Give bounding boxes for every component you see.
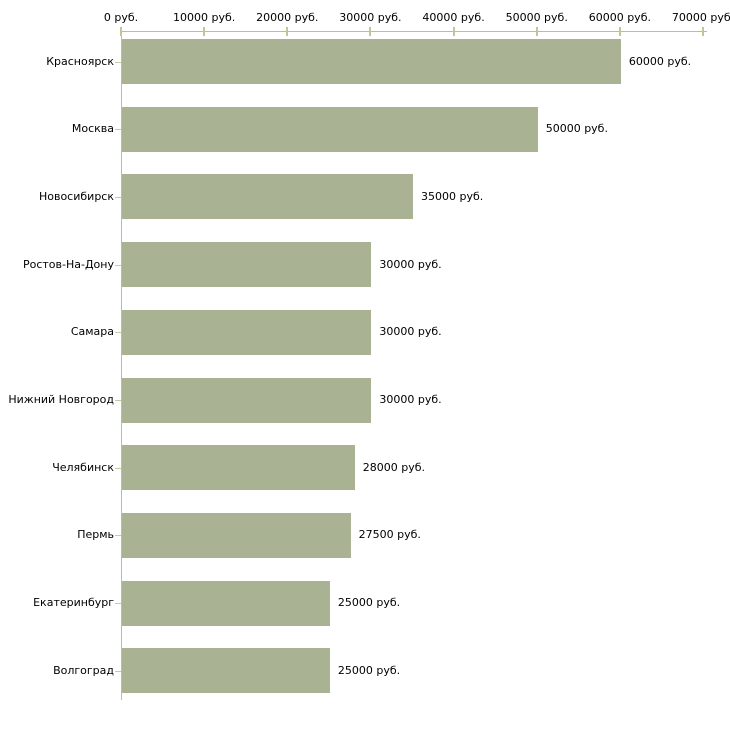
value-label: 30000 руб. [379,393,442,406]
value-label: 50000 руб. [545,122,608,136]
x-axis-tick-label: 20000 руб. [256,11,319,24]
y-axis-line [121,31,122,700]
bar [122,580,330,626]
x-axis-tick-label: 10000 руб. [173,11,236,24]
y-axis-tick-mark [115,670,121,672]
y-axis-tick-mark [115,129,121,131]
y-axis-tick-mark [115,400,121,401]
value-label: 35000 руб. [421,189,484,203]
y-axis-tick-mark [115,467,121,469]
value-label: 27500 руб. [358,528,421,542]
x-axis-tick-label: 0 руб. [103,11,139,24]
category-label: Челябинск [52,460,114,474]
bar [122,445,355,491]
x-axis-line [121,31,707,32]
bar [122,106,538,152]
x-axis-tick-mark [369,27,372,36]
x-axis-tick-label: 40000 руб. [422,11,485,24]
x-axis-tick-label: 50000 руб. [505,11,568,24]
category-label: Новосибирск [38,189,114,203]
bar [122,39,621,84]
category-label: Ростов-На-Дону [22,257,114,271]
value-label: 28000 руб. [362,460,426,474]
y-axis-tick-mark [115,603,121,605]
y-axis-tick-mark [115,196,121,198]
bar [122,377,372,423]
bar [122,242,372,288]
category-label: Самара [70,325,114,339]
y-axis-tick-mark [115,332,121,334]
x-axis-tick-label: 60000 руб. [588,11,651,24]
x-axis-tick-mark [535,27,538,36]
bar [122,648,330,694]
x-axis-tick-mark [286,27,289,36]
value-label: 60000 руб. [628,54,692,68]
x-axis-tick-label: 70000 руб. [671,11,730,24]
category-label: Москва [71,122,114,136]
x-axis-tick-mark [618,27,621,36]
bar [122,309,372,355]
x-axis-tick-mark [120,27,122,36]
x-axis-tick-label: 30000 руб. [339,11,402,24]
value-label: 30000 руб. [379,257,442,271]
value-label: 25000 руб. [337,596,401,610]
y-axis-tick-mark [115,61,121,63]
category-label: Пермь [77,528,114,542]
x-axis-tick-mark [203,27,206,36]
y-axis-tick-mark [115,535,121,537]
x-axis-tick-mark [452,27,455,36]
category-label: Волгоград [53,663,114,677]
value-label: 25000 руб. [337,663,401,677]
y-axis-tick-mark [115,264,121,266]
category-label: Красноярск [46,54,114,68]
x-axis-tick-mark [702,27,704,36]
bar [122,174,413,220]
category-label: Нижний Новгород [8,393,114,406]
bar [122,512,351,558]
value-label: 30000 руб. [379,325,442,339]
category-label: Екатеринбург [33,596,114,610]
